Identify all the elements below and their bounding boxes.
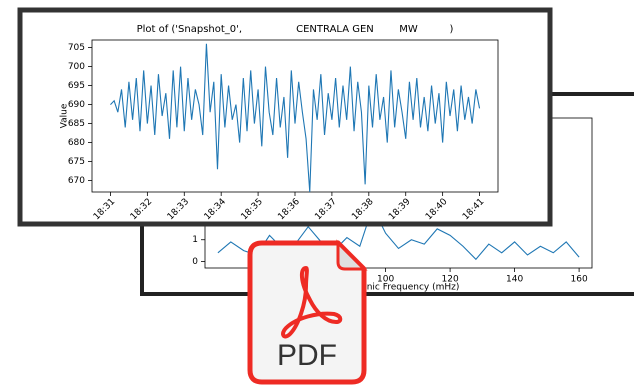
- pdf-icon: PDF: [247, 239, 368, 385]
- x-axis-label: Harmonic Frequency (mHz): [337, 283, 460, 293]
- y-tick-label: 670: [68, 176, 85, 186]
- y-tick-label: 1: [192, 235, 198, 245]
- y-tick-label: 705: [68, 43, 85, 53]
- pdf-icon-corner: [336, 239, 368, 271]
- chart-title: Plot of ('Snapshot_0', CENTRALA GEN MW ): [137, 24, 454, 35]
- y-tick-label: 690: [68, 100, 85, 110]
- x-tick-label: 120: [442, 275, 459, 285]
- data-line: [110, 43, 481, 193]
- pdf-icon-body: [247, 240, 367, 385]
- y-tick-label: 700: [68, 62, 85, 72]
- y-tick-label: 0: [192, 257, 198, 267]
- x-tick-label: 140: [506, 275, 523, 285]
- x-tick-label: 160: [571, 275, 588, 285]
- y-tick-label: 675: [68, 157, 85, 167]
- y-axis-label: Value: [60, 103, 70, 128]
- x-tick-label: 100: [377, 275, 394, 285]
- y-tick-label: 685: [68, 119, 85, 129]
- pdf-logo: [281, 265, 343, 339]
- pdf-label: PDF: [277, 339, 337, 372]
- y-tick-label: 680: [68, 138, 85, 148]
- y-tick-label: 695: [68, 81, 85, 91]
